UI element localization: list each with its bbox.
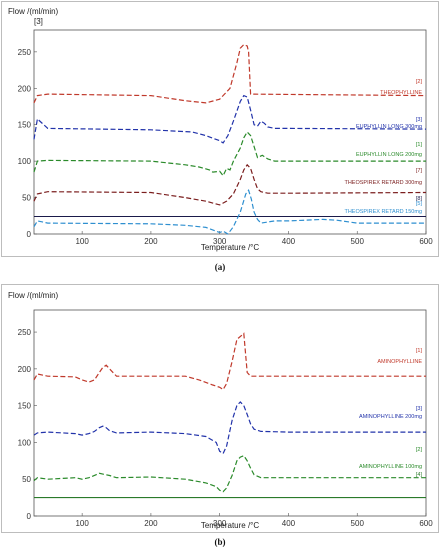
series-tag: [2] xyxy=(416,79,423,85)
series-line xyxy=(33,131,426,177)
x-tick-label: 600 xyxy=(419,519,433,528)
panel-b-plot-area xyxy=(33,309,427,517)
series-name-label: EUPHYLLIN LONG 300mg xyxy=(356,124,422,130)
y-tick-label: 250 xyxy=(18,48,32,57)
series-name-label: AMINOPHYLLINE 100mg xyxy=(359,464,422,470)
y-tick-label: 150 xyxy=(18,121,32,130)
series-name-label: EUPHYLLIN LONG 200mg xyxy=(356,152,422,158)
series-line xyxy=(33,43,427,104)
y-tick-label: 200 xyxy=(18,365,32,374)
series-name-label: AMINOPHYLLINE 200mg xyxy=(359,414,422,420)
panel-a-y-extra-label: [3] xyxy=(34,17,43,26)
y-tick-label: 0 xyxy=(27,512,32,521)
x-tick-label: 100 xyxy=(75,519,89,528)
x-tick-label: 400 xyxy=(282,519,296,528)
panel-a-x-axis-label: Temperature /°C xyxy=(201,243,260,252)
panel-b-x-axis-label: Temperature /°C xyxy=(201,521,260,530)
panel-a-caption: (a) xyxy=(215,262,226,272)
y-tick-label: 50 xyxy=(22,475,31,484)
x-tick-label: 600 xyxy=(419,237,433,246)
series-tag: [1] xyxy=(416,348,423,354)
series-line xyxy=(33,94,427,144)
y-tick-label: 0 xyxy=(27,230,32,239)
series-name-label: AMINOPHYLLINE xyxy=(377,359,422,365)
series-name-label: THEOPHYLLINE xyxy=(380,90,422,96)
x-tick-label: 200 xyxy=(144,237,158,246)
panel-b-y-axis-label: Flow /(ml/min) xyxy=(8,291,59,300)
series-line xyxy=(33,189,426,235)
x-tick-label: 500 xyxy=(351,237,365,246)
series-tag: [7] xyxy=(416,168,423,174)
x-tick-label: 200 xyxy=(144,519,158,528)
y-tick-label: 200 xyxy=(18,84,32,93)
panel-b-frame xyxy=(1,284,439,533)
series-tag: [5] xyxy=(416,201,423,207)
series-name-label: THEOSPIREX RETARD 300mg xyxy=(344,180,422,186)
y-tick-label: 100 xyxy=(18,157,32,166)
series-tag: [4] xyxy=(416,472,423,478)
series-line xyxy=(33,454,426,493)
series-tag: [3] xyxy=(416,117,423,123)
chart-panel-b: Flow /(ml/min) 0 50 100 150 200 250 100 200 300… xyxy=(1,284,439,533)
y-tick-label: 150 xyxy=(18,402,32,411)
series-line xyxy=(33,163,427,206)
x-tick-label: 300 xyxy=(213,237,227,246)
series-tag: [2] xyxy=(416,447,423,453)
x-tick-label: 300 xyxy=(213,519,227,528)
series-line xyxy=(33,401,426,455)
panel-a-plot-area xyxy=(33,29,427,235)
x-tick-label: 400 xyxy=(282,237,296,246)
series-tag: [3] xyxy=(416,406,423,412)
y-tick-label: 50 xyxy=(22,194,31,203)
y-tick-label: 100 xyxy=(18,438,32,447)
series-line xyxy=(33,332,426,391)
series-tag: [8] xyxy=(416,196,423,202)
chart-panel-a: Flow /(ml/min) [3] 0 50 100 150 200 250 100 20… xyxy=(1,1,439,257)
series-tag: [1] xyxy=(416,142,423,148)
x-tick-label: 100 xyxy=(75,237,89,246)
y-tick-label: 250 xyxy=(18,328,32,337)
series-name-label: THEOSPIREX RETARD 150mg xyxy=(344,209,422,215)
panel-a-y-axis-label: Flow /(ml/min) xyxy=(8,7,59,16)
panel-b-caption: (b) xyxy=(215,537,226,547)
x-tick-label: 500 xyxy=(351,519,365,528)
